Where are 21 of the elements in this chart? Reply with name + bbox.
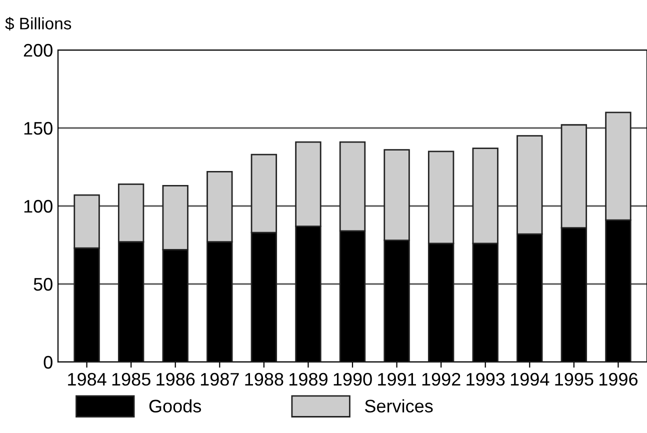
y-tick-label: 100 — [24, 200, 52, 213]
x-tick-label: 1992 — [422, 372, 460, 386]
x-tick-label: 1996 — [600, 372, 638, 386]
legend-label: Goods — [149, 399, 202, 413]
y-tick-label: 200 — [24, 44, 52, 57]
y-axis-title: $ Billions — [5, 16, 72, 30]
y-tick-label: 0 — [44, 356, 52, 369]
y-tick-label: 50 — [34, 278, 52, 291]
x-tick-label: 1985 — [112, 372, 150, 386]
y-tick-label: 150 — [24, 122, 52, 135]
x-tick-label: 1984 — [68, 372, 106, 386]
x-tick-label: 1995 — [555, 372, 594, 386]
x-tick-label: 1991 — [378, 372, 416, 386]
x-tick-label: 1987 — [200, 372, 239, 386]
x-tick-label: 1994 — [510, 372, 550, 386]
x-tick-label: 1986 — [156, 372, 195, 386]
x-tick-label: 1988 — [245, 372, 284, 386]
x-tick-label: 1989 — [290, 372, 328, 386]
x-tick-label: 1993 — [466, 372, 505, 386]
legend-label: Services — [364, 399, 433, 413]
x-tick-label: 1990 — [334, 372, 372, 386]
